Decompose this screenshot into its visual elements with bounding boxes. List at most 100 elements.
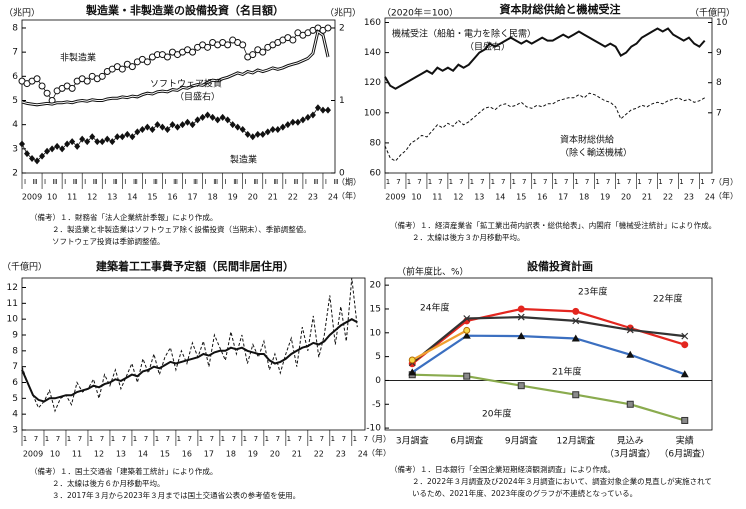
marker — [19, 140, 25, 148]
marker — [149, 125, 156, 133]
marker — [463, 372, 471, 380]
marker — [408, 368, 417, 376]
x-subtick-label: 1 — [449, 178, 453, 186]
marker — [572, 391, 580, 399]
x-tick-label: 2009 — [22, 193, 42, 202]
x-subtick-label: 7 — [232, 435, 236, 443]
marker — [43, 89, 51, 97]
marker — [289, 36, 297, 44]
marker — [249, 51, 257, 59]
series-label: 23年度 — [578, 286, 607, 298]
x-subtick-label: 7 — [396, 178, 400, 186]
marker — [294, 118, 301, 126]
x-subtick-label: 1 — [67, 435, 71, 443]
series-label: 非製造業 — [60, 52, 96, 64]
chart-title: 資本財総供給と機械受注 — [500, 2, 621, 16]
marker — [284, 121, 291, 129]
marker — [204, 111, 211, 119]
marker — [626, 326, 634, 334]
marker — [159, 123, 166, 131]
x-subtick-label: 1 — [637, 178, 641, 186]
marker — [119, 133, 126, 141]
marker — [517, 332, 526, 340]
marker — [144, 123, 151, 131]
x-unit-label: （月） — [367, 435, 391, 444]
marker — [571, 334, 580, 342]
marker — [214, 116, 221, 124]
series-line — [412, 373, 686, 422]
series-line — [21, 277, 358, 413]
marker — [259, 130, 266, 138]
y-tick-label: 80 — [370, 138, 382, 148]
x-subtick-label: 1 — [386, 178, 390, 186]
x-subtick-label: 1 — [428, 178, 432, 186]
marker — [194, 116, 201, 124]
marker — [163, 53, 171, 61]
marker — [269, 125, 276, 133]
y-axis-unit: （2020年＝100） — [382, 7, 458, 19]
marker — [299, 116, 306, 124]
x-subtick-label: Ⅰ — [64, 178, 66, 186]
marker — [224, 116, 231, 124]
marker — [204, 43, 212, 51]
x-subtick-label: 7 — [56, 435, 60, 443]
x-subtick-label: 7 — [606, 178, 610, 186]
x-subtick-label: 1 — [470, 178, 474, 186]
x-tick-label: 14 — [127, 193, 137, 202]
x-subtick-label: Ⅲ — [93, 178, 98, 186]
x-subtick-label: 7 — [276, 435, 280, 443]
x-subtick-label: Ⅰ — [184, 178, 186, 186]
marker — [128, 63, 136, 71]
y-tick-label: 9 — [12, 331, 18, 341]
y-tick-label: 3 — [12, 144, 18, 154]
x-subtick-label: 1 — [574, 178, 578, 186]
x-subtick-label: 7 — [298, 435, 302, 443]
x-tick-label: 22 — [314, 450, 324, 459]
note: ２．太線は後方６か月移動平均。 — [52, 478, 165, 488]
x-subtick-label: Ⅲ — [193, 178, 198, 186]
marker — [84, 138, 91, 146]
marker — [179, 121, 186, 129]
marker — [234, 123, 241, 131]
x-subtick-label: Ⅲ — [113, 178, 118, 186]
marker — [249, 133, 256, 141]
x-subtick-label: 7 — [690, 178, 694, 186]
chart-title: 製造業・非製造業の設備投資（名目額） — [85, 3, 284, 17]
x-subtick-label: Ⅰ — [245, 178, 247, 186]
marker — [309, 111, 316, 119]
marker — [209, 113, 216, 121]
x-subtick-label: Ⅲ — [293, 178, 298, 186]
marker — [139, 125, 146, 133]
x-tick-label: 10 — [411, 193, 421, 202]
x-tick-label: 12 — [87, 193, 97, 202]
y-tick-label: 4 — [12, 120, 18, 130]
x-tick-label: 11 — [72, 450, 82, 459]
marker — [244, 130, 251, 138]
y-tick-label: -5 — [372, 400, 381, 410]
marker — [463, 326, 471, 334]
marker — [89, 133, 96, 141]
x-subtick-label: 7 — [320, 435, 324, 443]
note: （備考）１．財務省「法人企業統計季報」により作成。 — [30, 212, 217, 222]
y-tick-label: 7 — [12, 48, 18, 58]
x-subtick-label: 1 — [658, 178, 662, 186]
y2-tick-label: 8 — [716, 78, 722, 88]
y-axis-unit: （前年度比、%） — [397, 266, 469, 278]
x-subtick-label: 7 — [711, 178, 715, 186]
x-subtick-label: Ⅰ — [285, 178, 287, 186]
x-tick-label: 21 — [268, 193, 278, 202]
marker — [681, 332, 689, 340]
note: ２．太線は後方３か月移動平均。 — [412, 232, 525, 242]
y2-tick-label: 10 — [716, 18, 728, 28]
y-tick-label: 6 — [12, 378, 18, 388]
y-tick-label: 10 — [370, 328, 382, 338]
chart-title: 建築着工工事費予定額（民間非居住用） — [96, 259, 294, 273]
marker — [109, 138, 116, 146]
marker — [49, 145, 56, 153]
marker — [279, 123, 286, 131]
x-tick-label: 10 — [47, 193, 57, 202]
y-tick-label: 8 — [12, 346, 18, 356]
series-label: 製造業 — [230, 154, 257, 166]
x-tick-label: 19 — [248, 450, 258, 459]
